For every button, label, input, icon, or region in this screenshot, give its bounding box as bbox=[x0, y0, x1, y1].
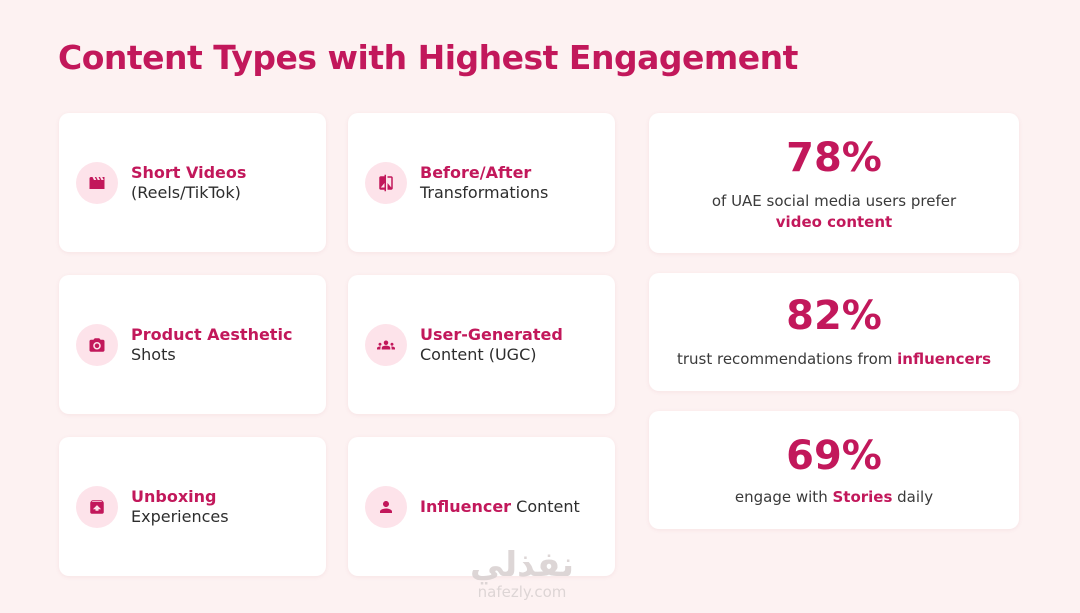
group-icon bbox=[365, 323, 407, 366]
content-type-title: Unboxing bbox=[131, 486, 217, 506]
content-type-title: Influencer bbox=[420, 496, 512, 516]
content-type-card-short-videos: Short Videos (Reels/TikTok) bbox=[59, 113, 326, 252]
stat-card-influencers: 82% trust recommendations from influence… bbox=[649, 273, 1019, 391]
stat-description: trust recommendations from influencers bbox=[676, 350, 992, 368]
stat-card-video: 78% of UAE social media users prefer vid… bbox=[649, 113, 1019, 253]
before-after-icon bbox=[365, 161, 407, 204]
watermark: نفذلي nafezly.com bbox=[470, 546, 574, 600]
content-type-card-product-shots: Product Aesthetic Shots bbox=[59, 275, 326, 414]
stat-value: 82% bbox=[786, 293, 882, 339]
stat-highlight: Stories bbox=[832, 488, 893, 506]
content-type-card-ugc: User-Generated Content (UGC) bbox=[348, 275, 615, 414]
content-type-subtitle: Transformations bbox=[420, 182, 549, 202]
content-type-title: Before/After bbox=[420, 162, 532, 182]
content-type-subtitle: Content (UGC) bbox=[420, 344, 537, 364]
watermark-logo-text: نفذلي bbox=[470, 545, 575, 585]
content-type-card-unboxing: Unboxing Experiences bbox=[59, 437, 326, 576]
content-type-subtitle: Content bbox=[511, 496, 580, 516]
stat-highlight: influencers bbox=[897, 350, 992, 368]
stat-value: 78% bbox=[786, 135, 882, 181]
content-type-subtitle: Experiences bbox=[131, 506, 229, 526]
content-type-card-influencer: Influencer Content bbox=[348, 437, 615, 576]
stat-highlight: video content bbox=[775, 213, 893, 231]
stat-description: engage with Stories daily bbox=[734, 488, 934, 506]
package-icon bbox=[76, 485, 118, 528]
content-type-subtitle: Shots bbox=[131, 344, 176, 364]
stat-value: 69% bbox=[786, 433, 882, 479]
watermark-url: nafezly.com bbox=[477, 583, 567, 601]
page-title: Content Types with Highest Engagement bbox=[58, 38, 798, 77]
content-type-subtitle: (Reels/TikTok) bbox=[131, 182, 241, 202]
camera-icon bbox=[76, 323, 118, 366]
content-type-card-before-after: Before/After Transformations bbox=[348, 113, 615, 252]
content-type-title: Product Aesthetic bbox=[131, 324, 293, 344]
stat-card-stories: 69% engage with Stories daily bbox=[649, 411, 1019, 529]
person-icon bbox=[365, 485, 407, 528]
content-type-title: User-Generated bbox=[420, 324, 563, 344]
stat-description: of UAE social media users prefer video c… bbox=[711, 192, 957, 231]
content-type-title: Short Videos bbox=[131, 162, 247, 182]
clapperboard-icon bbox=[76, 161, 118, 204]
